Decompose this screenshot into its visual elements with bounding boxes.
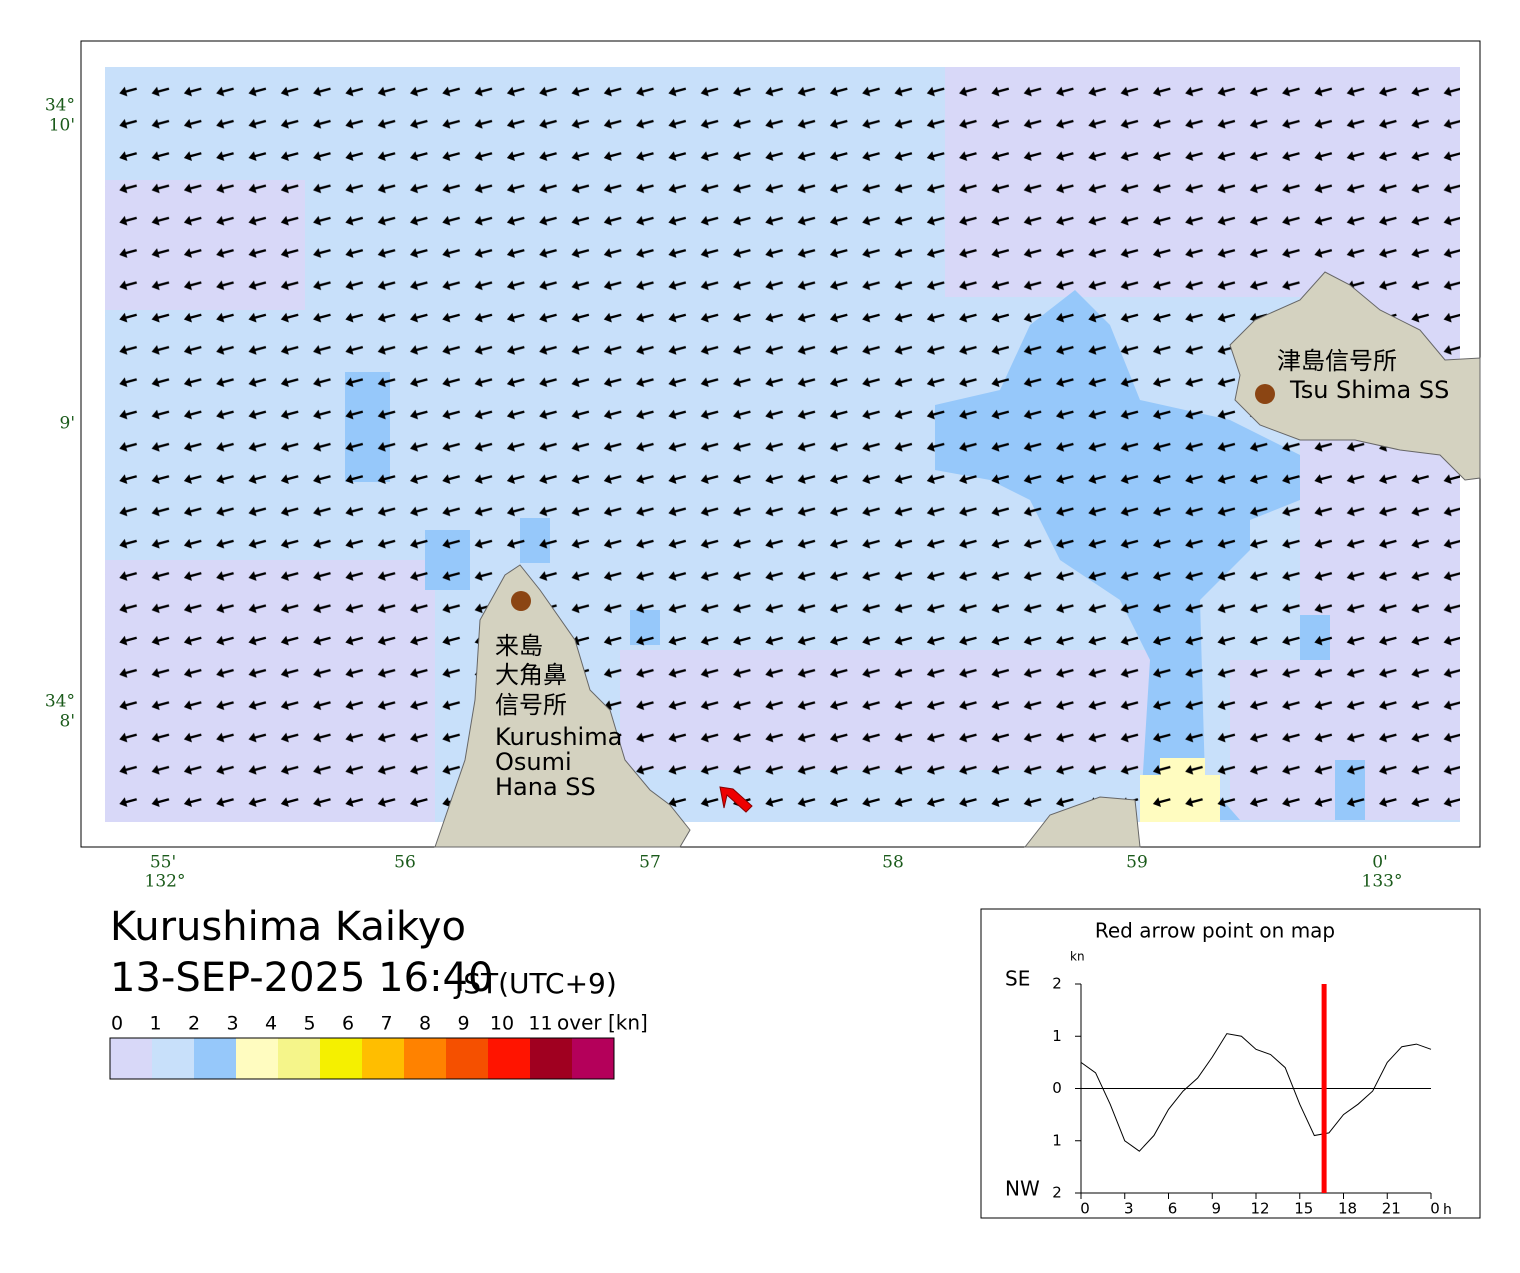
legend-frame bbox=[109, 1037, 615, 1080]
legend-label: 7 bbox=[380, 1013, 392, 1035]
datetime: 13-SEP-2025 16:40 bbox=[110, 955, 493, 1001]
lat-label: 9' bbox=[60, 414, 76, 434]
legend-label: 9 bbox=[457, 1013, 469, 1035]
place-label: Osumi bbox=[495, 748, 572, 776]
legend-swatch bbox=[404, 1038, 446, 1079]
x-unit: h bbox=[1443, 1202, 1452, 1218]
legend-swatch bbox=[278, 1038, 320, 1079]
y-tick-label: 1 bbox=[1052, 1131, 1062, 1149]
legend-label: 11 bbox=[528, 1013, 552, 1035]
legend-swatch bbox=[530, 1038, 572, 1079]
legend-swatch bbox=[110, 1038, 152, 1079]
y-tick-label: 2 bbox=[1052, 975, 1062, 993]
station-dot bbox=[511, 591, 531, 611]
lon-label: 0' bbox=[1372, 853, 1388, 873]
legend-label: 10 bbox=[490, 1013, 514, 1035]
x-tick-label: 6 bbox=[1168, 1200, 1178, 1218]
legend-unit: over [kn] bbox=[557, 1011, 648, 1035]
lon-label: 55' bbox=[150, 853, 176, 873]
place-label: 来島 bbox=[495, 632, 543, 660]
legend-label: 4 bbox=[265, 1013, 277, 1035]
legend-swatch bbox=[446, 1038, 488, 1079]
lon-degree: 132° bbox=[145, 872, 186, 892]
x-tick-label: 21 bbox=[1382, 1200, 1401, 1218]
legend-swatch bbox=[194, 1038, 236, 1079]
place-labels: 来島 大角鼻 信号所 Kurushima Osumi Hana SS 津島信号所… bbox=[495, 347, 1449, 801]
lat-label: 34° bbox=[45, 96, 75, 116]
timezone: JST(UTC+9) bbox=[453, 967, 617, 1000]
lon-label: 59 bbox=[1126, 853, 1148, 873]
lon-label: 56 bbox=[394, 853, 416, 873]
y-tick-label: 1 bbox=[1052, 1027, 1062, 1045]
place-label: 大角鼻 bbox=[495, 661, 567, 689]
x-tick-label: 0 bbox=[1080, 1200, 1090, 1218]
lat-label: 10' bbox=[49, 116, 75, 136]
y-top-label: SE bbox=[1005, 967, 1030, 991]
legend-label: 2 bbox=[188, 1013, 200, 1035]
x-tick-label: 0 bbox=[1430, 1200, 1440, 1218]
x-tick-label: 15 bbox=[1294, 1200, 1313, 1218]
map-axes: 55' 56 57 58 59 0' 132° 133° 34° 10' 9' … bbox=[45, 96, 1403, 892]
place-label: 信号所 bbox=[495, 691, 567, 719]
y-unit: kn bbox=[1070, 950, 1085, 964]
red-arrow-point bbox=[719, 786, 753, 813]
legend-label: 0 bbox=[111, 1013, 123, 1035]
chart-title: Red arrow point on map bbox=[1095, 919, 1335, 943]
legend: 0 1 2 3 4 5 6 7 8 9 10 11 over [kn] bbox=[109, 1011, 648, 1080]
x-tick-label: 18 bbox=[1338, 1200, 1357, 1218]
legend-swatch bbox=[572, 1038, 614, 1079]
y-tick-label: 2 bbox=[1052, 1184, 1062, 1202]
legend-label: 1 bbox=[149, 1013, 161, 1035]
y-tick-label: 0 bbox=[1052, 1079, 1062, 1097]
lat-label: 8' bbox=[60, 712, 76, 732]
place-label: Hana SS bbox=[495, 773, 596, 801]
place-label: 津島信号所 bbox=[1277, 347, 1397, 375]
place-label: Tsu Shima SS bbox=[1289, 376, 1449, 404]
legend-label: 3 bbox=[226, 1013, 238, 1035]
lon-label: 57 bbox=[639, 853, 661, 873]
legend-label: 8 bbox=[419, 1013, 431, 1035]
tide-curve bbox=[1080, 1033, 1432, 1152]
x-tick-label: 3 bbox=[1124, 1200, 1134, 1218]
lon-label: 58 bbox=[882, 853, 904, 873]
x-tick-label: 9 bbox=[1211, 1200, 1221, 1218]
legend-label: 6 bbox=[342, 1013, 354, 1035]
station-dot bbox=[1255, 384, 1275, 404]
legend-label: 5 bbox=[303, 1013, 315, 1035]
place-label: Kurushima bbox=[495, 723, 622, 751]
legend-swatch bbox=[362, 1038, 404, 1079]
legend-swatch bbox=[488, 1038, 530, 1079]
lon-degree: 133° bbox=[1362, 872, 1403, 892]
map-title: Kurushima Kaikyo bbox=[110, 904, 466, 950]
lat-label: 34° bbox=[45, 692, 75, 712]
legend-swatch bbox=[320, 1038, 362, 1079]
inset-frame bbox=[980, 908, 1481, 1219]
current-speed-field bbox=[105, 67, 1460, 822]
y-bottom-label: NW bbox=[1005, 1177, 1040, 1201]
legend-swatch bbox=[236, 1038, 278, 1079]
x-tick-label: 12 bbox=[1250, 1200, 1269, 1218]
legend-swatch bbox=[152, 1038, 194, 1079]
land bbox=[434, 271, 1481, 848]
